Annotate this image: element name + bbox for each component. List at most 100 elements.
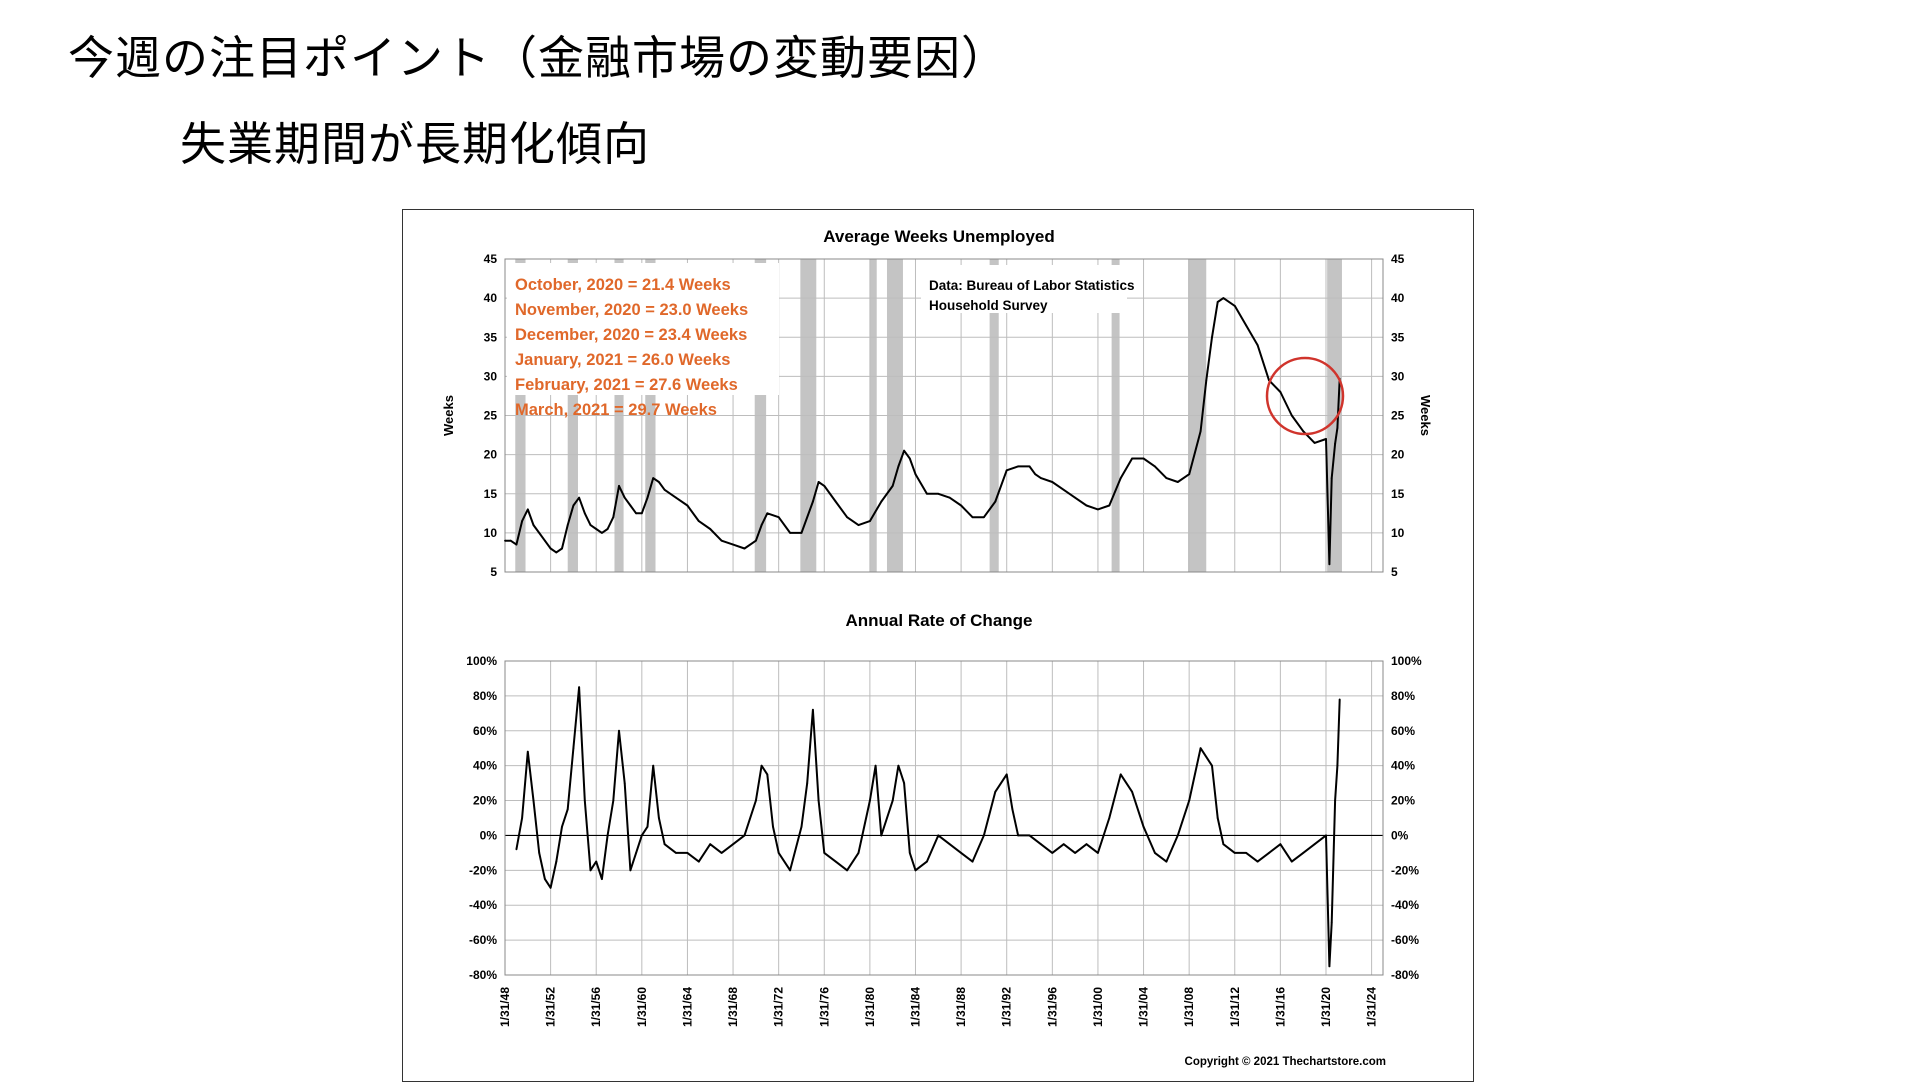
rate-data-point	[1154, 851, 1156, 854]
weeks-data-point	[1233, 305, 1236, 307]
weeks-data-point	[1222, 297, 1225, 300]
rate-ytick-right: -20%	[1391, 863, 1419, 877]
rate-data-point	[994, 790, 997, 793]
weeks-data-point	[880, 500, 883, 503]
rate-data-point	[583, 799, 586, 802]
chart-frame: Average Weeks Unemployed Annual Rate of …	[402, 209, 1474, 1082]
rate-data-point	[1334, 799, 1337, 802]
rate-data-point	[1211, 764, 1213, 767]
highlight-circle	[1265, 356, 1345, 436]
weeks-ytick-left: 40	[484, 291, 498, 305]
weeks-ytick-left: 25	[484, 409, 498, 423]
rate-data-point	[532, 799, 535, 802]
rate-xtick-label: 1/31/84	[908, 987, 922, 1027]
rate-data-point	[595, 860, 598, 863]
weeks-data-point	[658, 481, 660, 483]
weeks-data-point	[566, 524, 569, 526]
rate-data-point	[601, 878, 603, 880]
weeks-data-point	[1302, 430, 1305, 433]
rate-xtick-label: 1/31/52	[544, 987, 558, 1027]
weeks-data-point	[709, 528, 712, 530]
weeks-data-point	[509, 539, 512, 542]
rate-data-point	[1199, 747, 1202, 750]
weeks-data-point	[857, 524, 860, 526]
weeks-data-point	[612, 516, 615, 519]
weeks-ytick-right: 5	[1391, 565, 1398, 579]
weeks-data-point	[1205, 379, 1208, 382]
rate-ytick-left: -60%	[469, 933, 497, 947]
weeks-ytick-left: 10	[484, 526, 498, 540]
weeks-data-point	[635, 512, 638, 515]
rate-data-point	[578, 686, 581, 689]
weeks-data-point	[544, 539, 546, 542]
weeks-data-point	[1085, 504, 1088, 507]
weeks-data-point	[532, 524, 535, 526]
weeks-data-point	[504, 539, 506, 542]
weeks-data-point	[601, 531, 603, 534]
rate-data-point	[720, 851, 723, 854]
weeks-data-point	[760, 524, 763, 526]
weeks-data-point	[891, 485, 894, 487]
rate-data-point	[635, 851, 638, 854]
footer-copyright: Copyright © 2021 Thechartstore.com	[1185, 1056, 1386, 1068]
rate-data-point	[897, 764, 900, 767]
weeks-data-point	[686, 504, 689, 507]
weeks-ylabel-left: Weeks	[441, 395, 456, 436]
weeks-data-point	[948, 496, 951, 499]
rate-data-point	[1268, 851, 1270, 854]
rate-data-point	[555, 860, 558, 863]
rate-data-point	[515, 848, 518, 851]
rate-data-point	[1131, 790, 1134, 793]
rate-data-point	[948, 843, 951, 846]
weeks-data-point	[1313, 441, 1316, 444]
rate-data-point	[983, 834, 985, 837]
weeks-ytick-right: 35	[1391, 330, 1405, 344]
weeks-data-point	[1216, 301, 1219, 303]
rate-data-point	[629, 869, 632, 872]
rate-data-point	[1216, 817, 1219, 819]
rate-data-point	[1142, 825, 1145, 828]
rate-data-point	[1256, 860, 1259, 863]
rate-data-point	[857, 851, 860, 854]
rate-xtick-label: 1/31/60	[635, 987, 649, 1027]
highlight-line: March, 2021 = 29.7 Weeks	[515, 401, 717, 419]
weeks-data-point	[521, 520, 524, 523]
rate-data-point	[811, 708, 814, 711]
weeks-data-point	[1211, 336, 1213, 339]
source-box	[921, 265, 1127, 313]
rate-xtick-label: 1/31/56	[589, 987, 603, 1027]
weeks-data-point	[823, 485, 826, 487]
chart-figure: Average Weeks Unemployed Annual Rate of …	[441, 227, 1433, 1068]
weeks-data-point	[732, 543, 734, 546]
rate-data-point	[1338, 698, 1341, 701]
rate-data-point	[1176, 834, 1179, 837]
weeks-data-point	[555, 551, 558, 554]
rate-xtick-label: 1/31/08	[1182, 987, 1196, 1027]
rate-xtick-label: 1/31/72	[772, 987, 786, 1027]
rate-ytick-left: -20%	[469, 863, 497, 877]
weeks-data-point	[515, 543, 518, 546]
rate-ytick-right: -80%	[1391, 968, 1419, 982]
rate-xtick-label: 1/31/04	[1137, 987, 1151, 1027]
rate-xtick-label: 1/31/00	[1091, 987, 1105, 1027]
source-line: Household Survey	[929, 298, 1048, 313]
weeks-data-point	[572, 504, 575, 507]
rate-xtick-label: 1/31/12	[1228, 987, 1242, 1027]
rate-plot-frame	[504, 660, 1384, 976]
rate-data-point	[538, 851, 541, 854]
weeks-data-point	[595, 528, 598, 530]
rate-data-point	[868, 799, 871, 802]
rate-ytick-left: 40%	[473, 759, 497, 773]
rate-ytick-right: -60%	[1391, 933, 1419, 947]
rate-data-point	[1290, 860, 1293, 863]
rate-data-point	[1051, 851, 1054, 854]
rate-ytick-right: 60%	[1391, 724, 1415, 738]
highlight-line: November, 2020 = 23.0 Weeks	[515, 301, 748, 319]
rate-data-point	[618, 729, 620, 732]
weeks-data-point	[1017, 465, 1020, 468]
weeks-data-point	[589, 524, 592, 526]
weeks-data-point	[914, 473, 917, 476]
rate-ytick-left: 100%	[466, 654, 497, 668]
weeks-data-point	[578, 496, 581, 499]
rate-data-point	[846, 869, 848, 872]
